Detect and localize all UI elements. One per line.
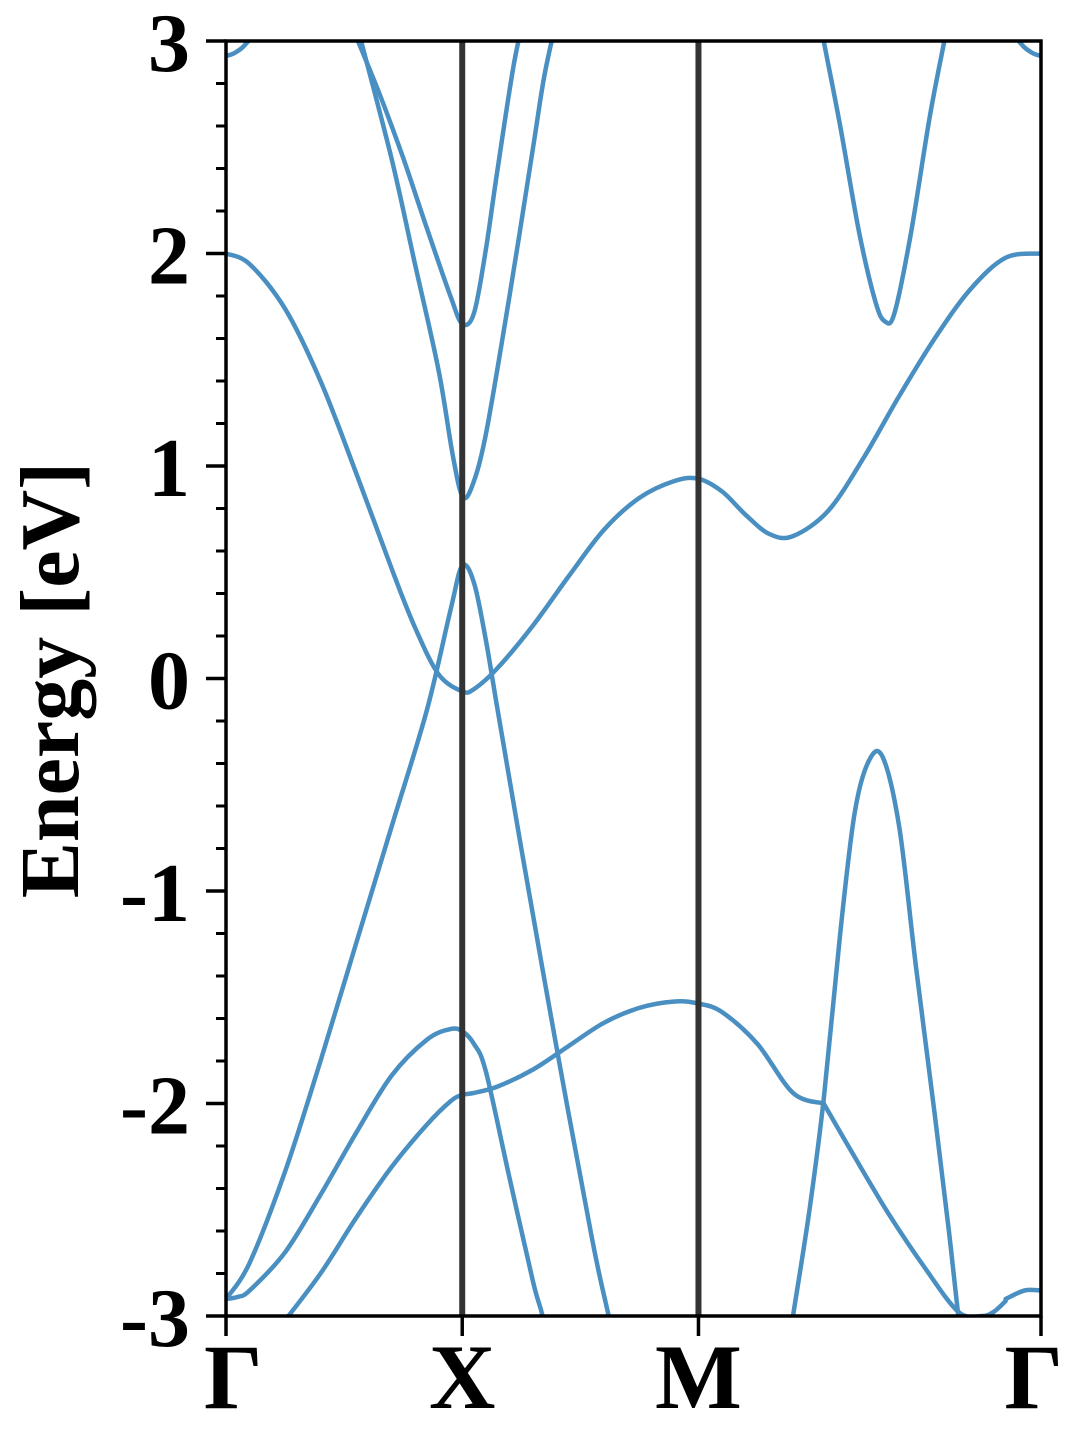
y-tick-label: 0 xyxy=(148,635,190,728)
x-tick-label: Γ xyxy=(1004,1326,1063,1428)
x-tick-label: Γ xyxy=(204,1326,263,1428)
band-line-1 xyxy=(226,251,1041,695)
band-line-2 xyxy=(226,562,612,1316)
y-axis-title: Energy [eV] xyxy=(4,462,97,898)
band-line-9 xyxy=(355,41,521,328)
y-tick-label: -3 xyxy=(120,1272,190,1365)
bands-layer xyxy=(226,41,1041,1316)
band-line-8 xyxy=(358,41,554,501)
y-tick-label: -1 xyxy=(120,847,190,940)
band-line-10 xyxy=(821,41,947,326)
band-line-5 xyxy=(821,1101,1008,1316)
high-symmetry-lines xyxy=(459,41,702,1316)
x-tick-label: X xyxy=(429,1326,495,1428)
band-line-3 xyxy=(226,1026,545,1316)
y-tick-label: 1 xyxy=(148,422,190,515)
band-line-4 xyxy=(285,999,826,1316)
y-axis-ticks: -3 -2 -1 0 1 2 3 xyxy=(120,0,226,1365)
y-tick-label: 2 xyxy=(148,210,190,303)
x-tick-label: M xyxy=(655,1326,742,1428)
band-line-7 xyxy=(790,748,961,1316)
band-line-6 xyxy=(1003,1287,1041,1302)
plot-frame xyxy=(224,39,1043,1318)
y-tick-label: 3 xyxy=(148,0,190,90)
y-tick-label: -2 xyxy=(120,1060,190,1153)
